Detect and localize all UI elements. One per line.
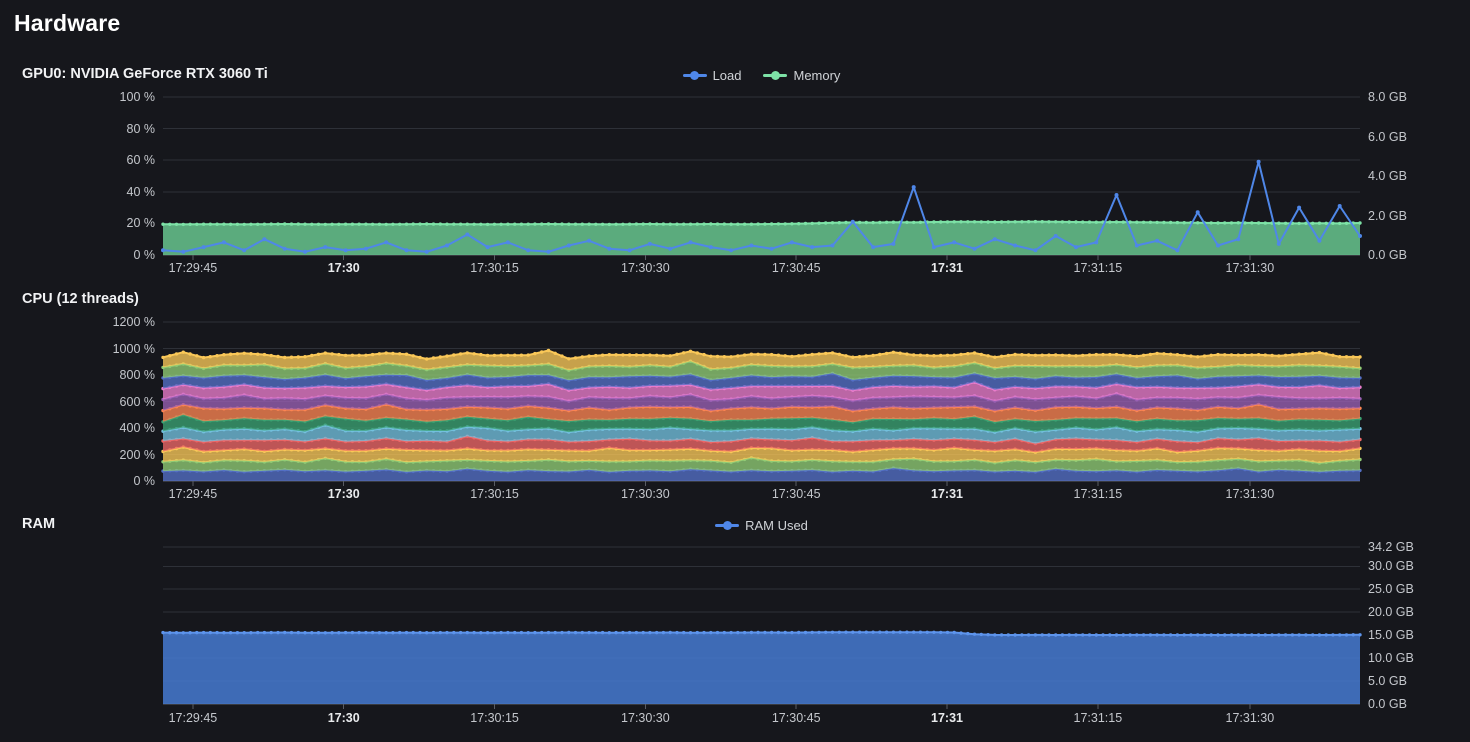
ram-right-axis-label: 15.0 GB: [1368, 628, 1414, 643]
gpu-left-axis-label: 100 %: [119, 90, 155, 104]
gpu-x-axis-label: 17:31:15: [1073, 261, 1123, 275]
gpu-chart-canvas[interactable]: [161, 96, 1362, 263]
cpu-x-axis-label: 17:30: [327, 487, 360, 501]
gpu-x-axis-label: 17:30:30: [621, 261, 670, 275]
ram-x-axis-label: 17:31: [931, 711, 964, 725]
ram-section-title: RAM: [22, 516, 56, 532]
gpu-right-axis-label: 4.0 GB: [1368, 169, 1407, 183]
legend-marker-dot: [770, 70, 780, 80]
legend-label: RAM Used: [745, 517, 808, 533]
ram-right-axis-label: 5.0 GB: [1368, 674, 1407, 689]
gpu-x-axis-label: 17:30:45: [771, 261, 821, 275]
gpu-left-axis-label: 60 %: [126, 153, 156, 168]
gpu-x-axis-label: 17:30: [327, 261, 360, 275]
cpu-left-axis-label: 400 %: [119, 421, 155, 435]
gpu-left-axis-label: 0 %: [133, 248, 155, 262]
gpu-legend: Load Memory: [163, 65, 1360, 85]
cpu-x-axis-label: 17:30:30: [621, 487, 670, 501]
legend-item-memory[interactable]: Memory: [763, 68, 840, 83]
legend-item-load[interactable]: Load: [682, 67, 742, 83]
cpu-section-title: CPU (12 threads): [22, 291, 139, 307]
cpu-left-axis-label: 1200 %: [112, 315, 155, 329]
gpu-right-axis-label: 2.0 GB: [1368, 208, 1407, 223]
cpu-left-axis-label: 0 %: [133, 474, 155, 488]
cpu-chart-canvas[interactable]: [161, 321, 1362, 489]
legend-label: Memory: [793, 67, 841, 83]
legend-marker-icon: [682, 70, 707, 80]
ram-right-axis-label: 0.0 GB: [1368, 697, 1407, 711]
cpu-left-axis-label: 600 %: [119, 394, 155, 409]
gpu-right-axis-label: 0.0 GB: [1368, 248, 1407, 262]
ram-x-axis-label: 17:31:30: [1225, 711, 1275, 725]
ram-x-axis-label: 17:30: [327, 711, 360, 725]
legend-label: Load: [712, 67, 742, 83]
page-title: Hardware: [14, 10, 121, 36]
gpu-x-axis-label: 17:31:30: [1225, 261, 1275, 275]
gpu-left-axis-label: 80 %: [126, 121, 156, 136]
ram-right-axis-label: 10.0 GB: [1368, 651, 1414, 666]
gpu-x-axis-label: 17:29:45: [168, 261, 218, 275]
cpu-left-axis-label: 800 %: [119, 368, 155, 382]
gpu-x-axis-label: 17:31: [931, 261, 964, 275]
cpu-x-axis-label: 17:31:30: [1225, 487, 1275, 501]
legend-marker-icon: [715, 520, 740, 530]
gpu-right-axis-label: 8.0 GB: [1368, 90, 1407, 104]
cpu-x-axis-label: 17:30:45: [771, 487, 821, 501]
legend-item-ram-used[interactable]: RAM Used: [715, 518, 808, 533]
ram-x-axis-label: 17:30:30: [621, 711, 670, 725]
ram-chart-canvas[interactable]: [161, 546, 1362, 712]
gpu-right-axis-label: 6.0 GB: [1368, 129, 1407, 144]
ram-x-axis-label: 17:29:45: [168, 711, 218, 725]
ram-right-axis-label: 34.2 GB: [1368, 540, 1414, 554]
cpu-x-axis-label: 17:31:15: [1073, 487, 1123, 501]
gpu-x-axis-label: 17:30:15: [470, 261, 519, 275]
ram-x-axis-label: 17:31:15: [1073, 711, 1123, 725]
legend-marker-dot: [722, 520, 732, 530]
ram-right-axis-label: 30.0 GB: [1368, 559, 1414, 574]
ram-right-axis-label: 25.0 GB: [1368, 582, 1414, 597]
cpu-x-axis-label: 17:29:45: [168, 487, 218, 501]
ram-right-axis-label: 20.0 GB: [1368, 605, 1414, 620]
cpu-x-axis-label: 17:31: [931, 487, 964, 501]
cpu-left-axis-label: 1000 %: [112, 341, 155, 356]
cpu-left-axis-label: 200 %: [119, 447, 155, 462]
ram-x-axis-label: 17:30:15: [470, 711, 519, 725]
ram-x-axis-label: 17:30:45: [771, 711, 821, 725]
gpu-section-title: GPU0: NVIDIA GeForce RTX 3060 Ti: [22, 66, 268, 82]
cpu-x-axis-label: 17:30:15: [470, 487, 519, 501]
legend-marker-dot: [690, 70, 700, 80]
gpu-left-axis-label: 40 %: [126, 184, 156, 199]
legend-marker-icon: [763, 70, 788, 80]
gpu-left-axis-label: 20 %: [126, 216, 156, 231]
ram-legend: RAM Used: [163, 515, 1360, 535]
